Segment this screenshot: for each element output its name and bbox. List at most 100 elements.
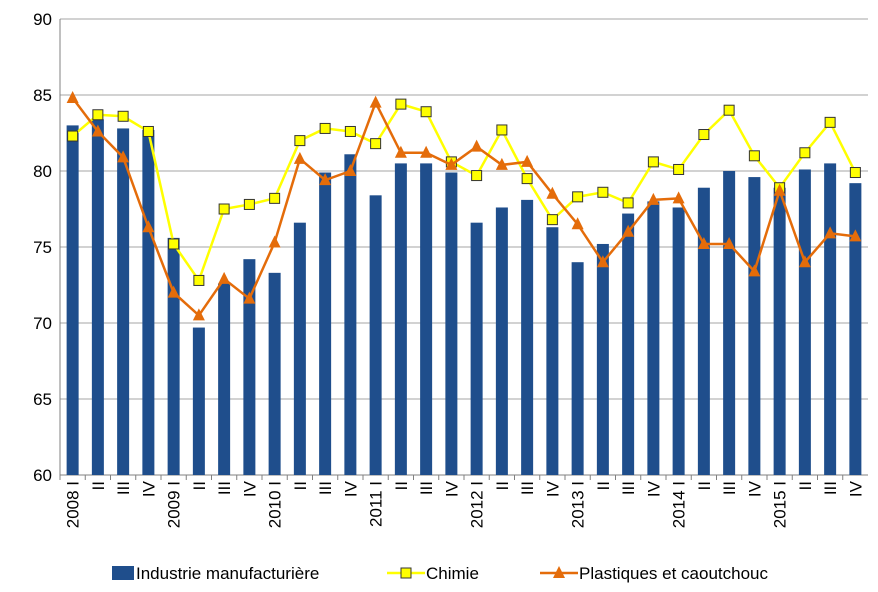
marker	[824, 226, 837, 239]
marker	[470, 139, 483, 152]
marker	[394, 145, 407, 158]
marker	[294, 135, 306, 147]
x-tick-label: 2014 I	[670, 481, 689, 528]
line	[71, 97, 856, 318]
bar	[167, 237, 180, 475]
marker	[445, 157, 458, 170]
legend-marker	[553, 566, 565, 578]
marker	[521, 154, 534, 167]
bar	[596, 243, 609, 475]
marker	[798, 255, 811, 268]
marker	[723, 104, 735, 116]
marker	[92, 109, 104, 121]
marker	[117, 110, 129, 122]
marker	[672, 191, 685, 204]
bar	[672, 207, 685, 476]
bar	[849, 183, 862, 475]
marker	[168, 238, 180, 250]
x-tick-label: III	[114, 481, 133, 495]
marker	[723, 236, 736, 249]
x-tick-label: II	[594, 481, 613, 490]
x-tick-label: 2011 I	[367, 481, 386, 527]
marker	[773, 183, 786, 196]
marker	[698, 129, 710, 141]
marker	[192, 308, 205, 321]
bar	[344, 154, 357, 475]
bar	[268, 272, 281, 475]
marker	[218, 271, 231, 284]
marker	[596, 255, 609, 268]
marker	[243, 291, 256, 304]
bar	[798, 169, 811, 476]
x-tick-label: II	[392, 481, 411, 490]
x-tick-label: III	[720, 481, 739, 495]
marker	[849, 229, 862, 242]
bar	[773, 187, 786, 475]
marker	[142, 220, 155, 233]
marker	[572, 191, 584, 203]
bar	[622, 213, 635, 475]
bar	[495, 207, 508, 476]
x-tick-label: II	[695, 481, 714, 490]
marker	[344, 164, 357, 176]
bar	[192, 327, 205, 475]
bar	[293, 222, 306, 475]
bar	[470, 222, 483, 475]
bar	[394, 163, 407, 475]
y-tick-label: 60	[33, 466, 52, 485]
bar	[66, 125, 79, 476]
marker	[697, 236, 710, 249]
marker	[622, 197, 634, 209]
y-tick-label: 65	[33, 390, 52, 409]
bar	[445, 172, 458, 475]
marker	[471, 170, 483, 182]
y-tick-label: 85	[33, 86, 52, 105]
bar	[420, 163, 433, 475]
x-tick-label: IV	[442, 480, 461, 497]
marker	[66, 91, 79, 104]
x-tick-label: IV	[341, 480, 360, 497]
marker	[496, 124, 508, 136]
x-tick-label: IV	[543, 480, 562, 497]
marker	[319, 173, 332, 186]
legend-marker	[400, 567, 412, 579]
legend-label: Plastiques et caoutchouc	[579, 564, 769, 583]
bar	[91, 119, 104, 475]
x-tick-label: IV	[846, 480, 865, 497]
legend-label: Industrie manufacturière	[136, 564, 319, 583]
x-tick-label: 2013 I	[569, 481, 588, 528]
marker	[142, 125, 154, 137]
legend-label: Chimie	[426, 564, 479, 583]
x-tick-label: III	[821, 481, 840, 495]
x-tick-label: 2008 I	[64, 481, 83, 528]
marker	[369, 95, 382, 108]
marker	[67, 130, 79, 142]
marker	[647, 192, 660, 205]
x-tick-label: IV	[139, 480, 158, 497]
marker	[597, 186, 609, 198]
y-tick-label: 70	[33, 314, 52, 333]
marker	[420, 145, 433, 158]
marker	[673, 163, 685, 175]
marker	[748, 150, 760, 162]
x-tick-label: 2015 I	[771, 481, 790, 528]
x-tick-label: II	[291, 481, 310, 490]
legend-swatch	[112, 566, 134, 580]
bar	[521, 199, 534, 475]
bar	[369, 195, 382, 475]
marker	[622, 224, 635, 237]
bar	[142, 129, 155, 475]
bar	[824, 163, 837, 475]
y-tick-label: 75	[33, 238, 52, 257]
marker	[243, 198, 255, 210]
x-tick-label: IV	[644, 480, 663, 497]
x-tick-label: II	[190, 481, 209, 490]
marker	[91, 124, 104, 137]
marker	[546, 186, 559, 199]
x-tick-label: II	[493, 481, 512, 490]
x-tick-label: III	[619, 481, 638, 495]
x-tick-label: III	[316, 481, 335, 495]
marker	[319, 122, 331, 134]
marker	[167, 285, 180, 298]
